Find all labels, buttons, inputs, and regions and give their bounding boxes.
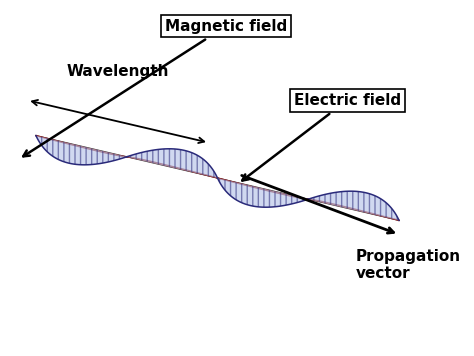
Polygon shape (308, 199, 399, 220)
Polygon shape (36, 136, 127, 157)
Polygon shape (218, 178, 308, 199)
Polygon shape (127, 157, 218, 178)
Text: Electric field: Electric field (242, 93, 401, 180)
Text: Wavelength: Wavelength (67, 64, 169, 79)
Text: Propagation
vector: Propagation vector (356, 248, 461, 281)
Polygon shape (308, 191, 399, 220)
Polygon shape (36, 136, 127, 165)
Text: Magnetic field: Magnetic field (23, 19, 287, 156)
Polygon shape (127, 149, 218, 178)
Polygon shape (218, 178, 308, 207)
